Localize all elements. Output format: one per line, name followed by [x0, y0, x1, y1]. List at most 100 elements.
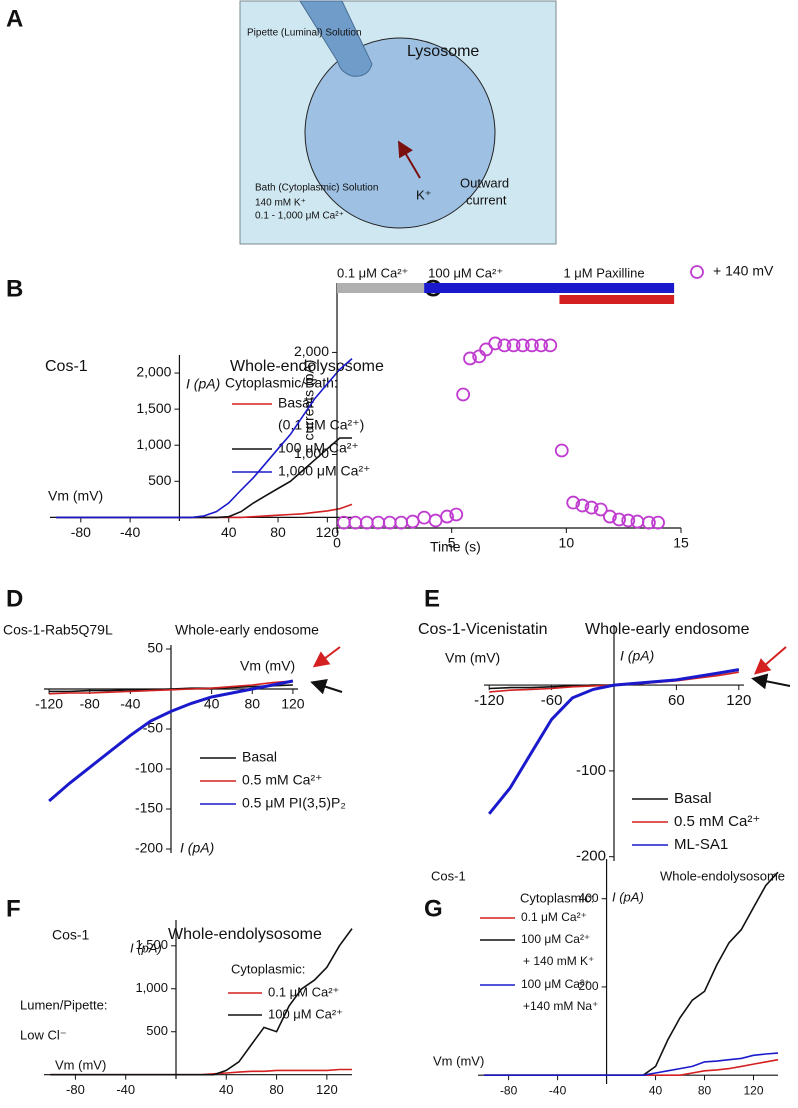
diagram-label: Pipette (Luminal) Solution	[247, 28, 362, 39]
diagram-label: 140 mM K⁺	[255, 198, 306, 209]
y-tick-label: 1,000	[135, 980, 168, 995]
arrow	[310, 679, 343, 695]
x-tick-label: 0	[333, 535, 341, 551]
diagram-label: Outward	[460, 175, 509, 190]
data-point	[612, 512, 626, 527]
data-point	[417, 510, 432, 525]
data-point	[394, 515, 409, 530]
legend-label: 0.5 mM Ca²⁺	[242, 772, 323, 788]
y-tick-label: 1,000	[294, 445, 329, 461]
data-point	[621, 513, 636, 528]
arrow	[753, 646, 787, 675]
chart-subtitle: Whole-early endosome	[585, 621, 750, 638]
x-axis-label: Vm (mV)	[433, 1053, 484, 1068]
x-axis-label: Vm (mV)	[445, 650, 500, 666]
y-tick-label: 2,000	[136, 364, 171, 380]
legend-note: (0.1 μM Ca²⁺)	[278, 417, 364, 433]
y-tick-label: 500	[146, 1023, 168, 1038]
chart-title: Cos-1	[52, 927, 90, 943]
data-point	[449, 507, 464, 522]
data-point	[359, 515, 374, 530]
chart-title: Cos-1-Rab5Q79L	[3, 622, 113, 638]
legend-label: Basal	[674, 790, 712, 807]
x-axis-label: Vm (mV)	[240, 658, 295, 674]
diagram-label: Bath (Cytoplasmic) Solution	[255, 183, 378, 194]
x-tick-label: -120	[35, 696, 63, 712]
y-tick-label: 1,500	[135, 937, 168, 952]
y-tick-label: 1,000	[136, 436, 171, 452]
y-tick-label: -50	[143, 720, 163, 736]
x-axis-label: Time (s)	[430, 539, 481, 555]
data-point	[348, 515, 363, 530]
legend-title: Cytoplasmic:	[231, 961, 305, 976]
x-tick-label: 40	[649, 1083, 663, 1097]
lysosome-shape	[304, 37, 496, 229]
panel-label: B	[6, 275, 23, 302]
x-tick-label: 15	[673, 535, 689, 551]
chart-subtitle: Whole-endolysosome	[230, 358, 384, 375]
condition-label: 100 μM Ca²⁺	[428, 265, 503, 280]
y-tick-label: -100	[576, 762, 606, 779]
y-tick-label: 400	[579, 891, 599, 905]
data-point	[506, 338, 521, 353]
y-tick-label: -200	[576, 848, 606, 865]
legend-label: ML-SA1	[674, 836, 728, 853]
y-axis-label: I (pA)	[186, 376, 220, 392]
legend-label: 100 μM Ca²⁺	[521, 932, 590, 946]
y-tick-label: -100	[135, 760, 163, 776]
data-point	[584, 500, 599, 515]
y-tick-label: 200	[579, 979, 599, 993]
panel-label: F	[6, 895, 21, 922]
y-tick-label: 1,500	[136, 400, 171, 416]
y-axis-label: currents (pA)	[301, 360, 317, 441]
current-arrow	[397, 140, 421, 179]
x-tick-label: -80	[66, 1082, 85, 1097]
legend-marker	[690, 265, 704, 279]
data-line	[56, 357, 353, 519]
x-tick-label: -120	[474, 692, 504, 709]
data-point	[336, 515, 351, 530]
data-point	[630, 514, 645, 529]
legend-label: 0.5 mM Ca²⁺	[674, 813, 760, 830]
legend-label: 100 μM Ca²⁺	[278, 440, 359, 456]
legend-label: + 140 mV	[713, 263, 774, 279]
x-tick-label: -40	[549, 1083, 567, 1097]
data-point	[534, 338, 549, 353]
y-tick-label: -150	[135, 800, 163, 816]
data-point	[456, 387, 471, 402]
arrow	[751, 673, 791, 690]
chart-subtitle: Whole-endolysosome	[660, 868, 785, 883]
x-tick-label: -80	[71, 524, 91, 540]
condition-bar	[559, 295, 675, 304]
diagram-label: Lysosome	[407, 43, 479, 60]
x-tick-label: 10	[559, 535, 575, 551]
legend-label: 1,000 μM Ca²⁺	[278, 463, 371, 479]
panel-label: G	[424, 895, 443, 922]
y-axis-label: I (pA)	[620, 648, 654, 664]
x-tick-label: -40	[120, 696, 140, 712]
x-tick-label: -80	[80, 696, 100, 712]
x-tick-label: 120	[316, 1082, 338, 1097]
y-tick-label: 500	[148, 472, 172, 488]
chart-title: Cos-1	[431, 868, 466, 883]
legend-note: +140 mM Na⁺	[523, 999, 598, 1013]
data-point	[382, 515, 397, 530]
annotation: Low Cl⁻	[20, 1027, 67, 1042]
legend-label: 0.1 μM Ca²⁺	[268, 984, 339, 999]
data-point	[405, 514, 420, 529]
data-line	[488, 668, 740, 815]
x-tick-label: 60	[668, 692, 685, 709]
y-axis-label: I (pA)	[180, 840, 214, 856]
diagram-label: current	[466, 192, 507, 207]
x-tick-label: -40	[116, 1082, 135, 1097]
data-point	[593, 502, 608, 517]
data-point	[428, 513, 443, 528]
y-tick-label: 50	[147, 640, 163, 656]
x-tick-label: 80	[698, 1083, 712, 1097]
x-axis-label: Vm (mV)	[55, 1057, 106, 1072]
data-line	[48, 679, 294, 803]
data-line	[50, 928, 353, 1076]
legend-label: 100 μM Ca²⁺	[268, 1006, 343, 1021]
